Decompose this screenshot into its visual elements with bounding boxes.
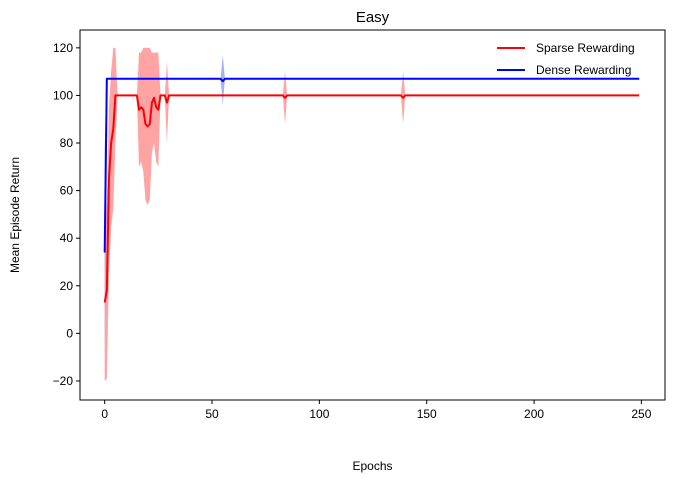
y-tick-label: 60 [60,184,74,198]
legend-label-series-1: Sparse Rewarding [536,41,635,55]
series-lines [103,77,640,303]
line-series-2 [103,77,640,253]
y-axis-ticks: −20 0 20 40 60 80 100 120 [53,41,80,388]
x-tick-label: 50 [205,407,219,421]
x-axis-ticks: 0 50 100 150 200 250 [101,400,652,421]
y-tick-label: 20 [60,279,74,293]
uncertainty-bands [104,47,640,381]
plot-area-frame [79,29,666,401]
x-tick-label: 200 [524,407,544,421]
legend: Sparse Rewarding Dense Rewarding [497,41,635,77]
chart-title: Easy [356,9,390,26]
y-axis-label: Mean Episode Return [8,157,22,273]
x-tick-label: 100 [309,407,329,421]
y-tick-label: 40 [60,231,74,245]
y-tick-label: 0 [66,326,73,340]
y-tick-label: 100 [53,88,73,102]
x-tick-label: 150 [417,407,437,421]
x-tick-label: 250 [631,407,651,421]
y-tick-label: −20 [53,374,74,388]
y-tick-label: 120 [53,41,73,55]
band-series-1 [104,47,640,381]
legend-label-series-2: Dense Rewarding [536,63,631,77]
y-tick-label: 80 [60,136,74,150]
x-tick-label: 0 [101,407,108,421]
line-series-1 [103,94,640,303]
band-series-2 [104,54,640,358]
x-axis-label: Epochs [352,459,392,473]
